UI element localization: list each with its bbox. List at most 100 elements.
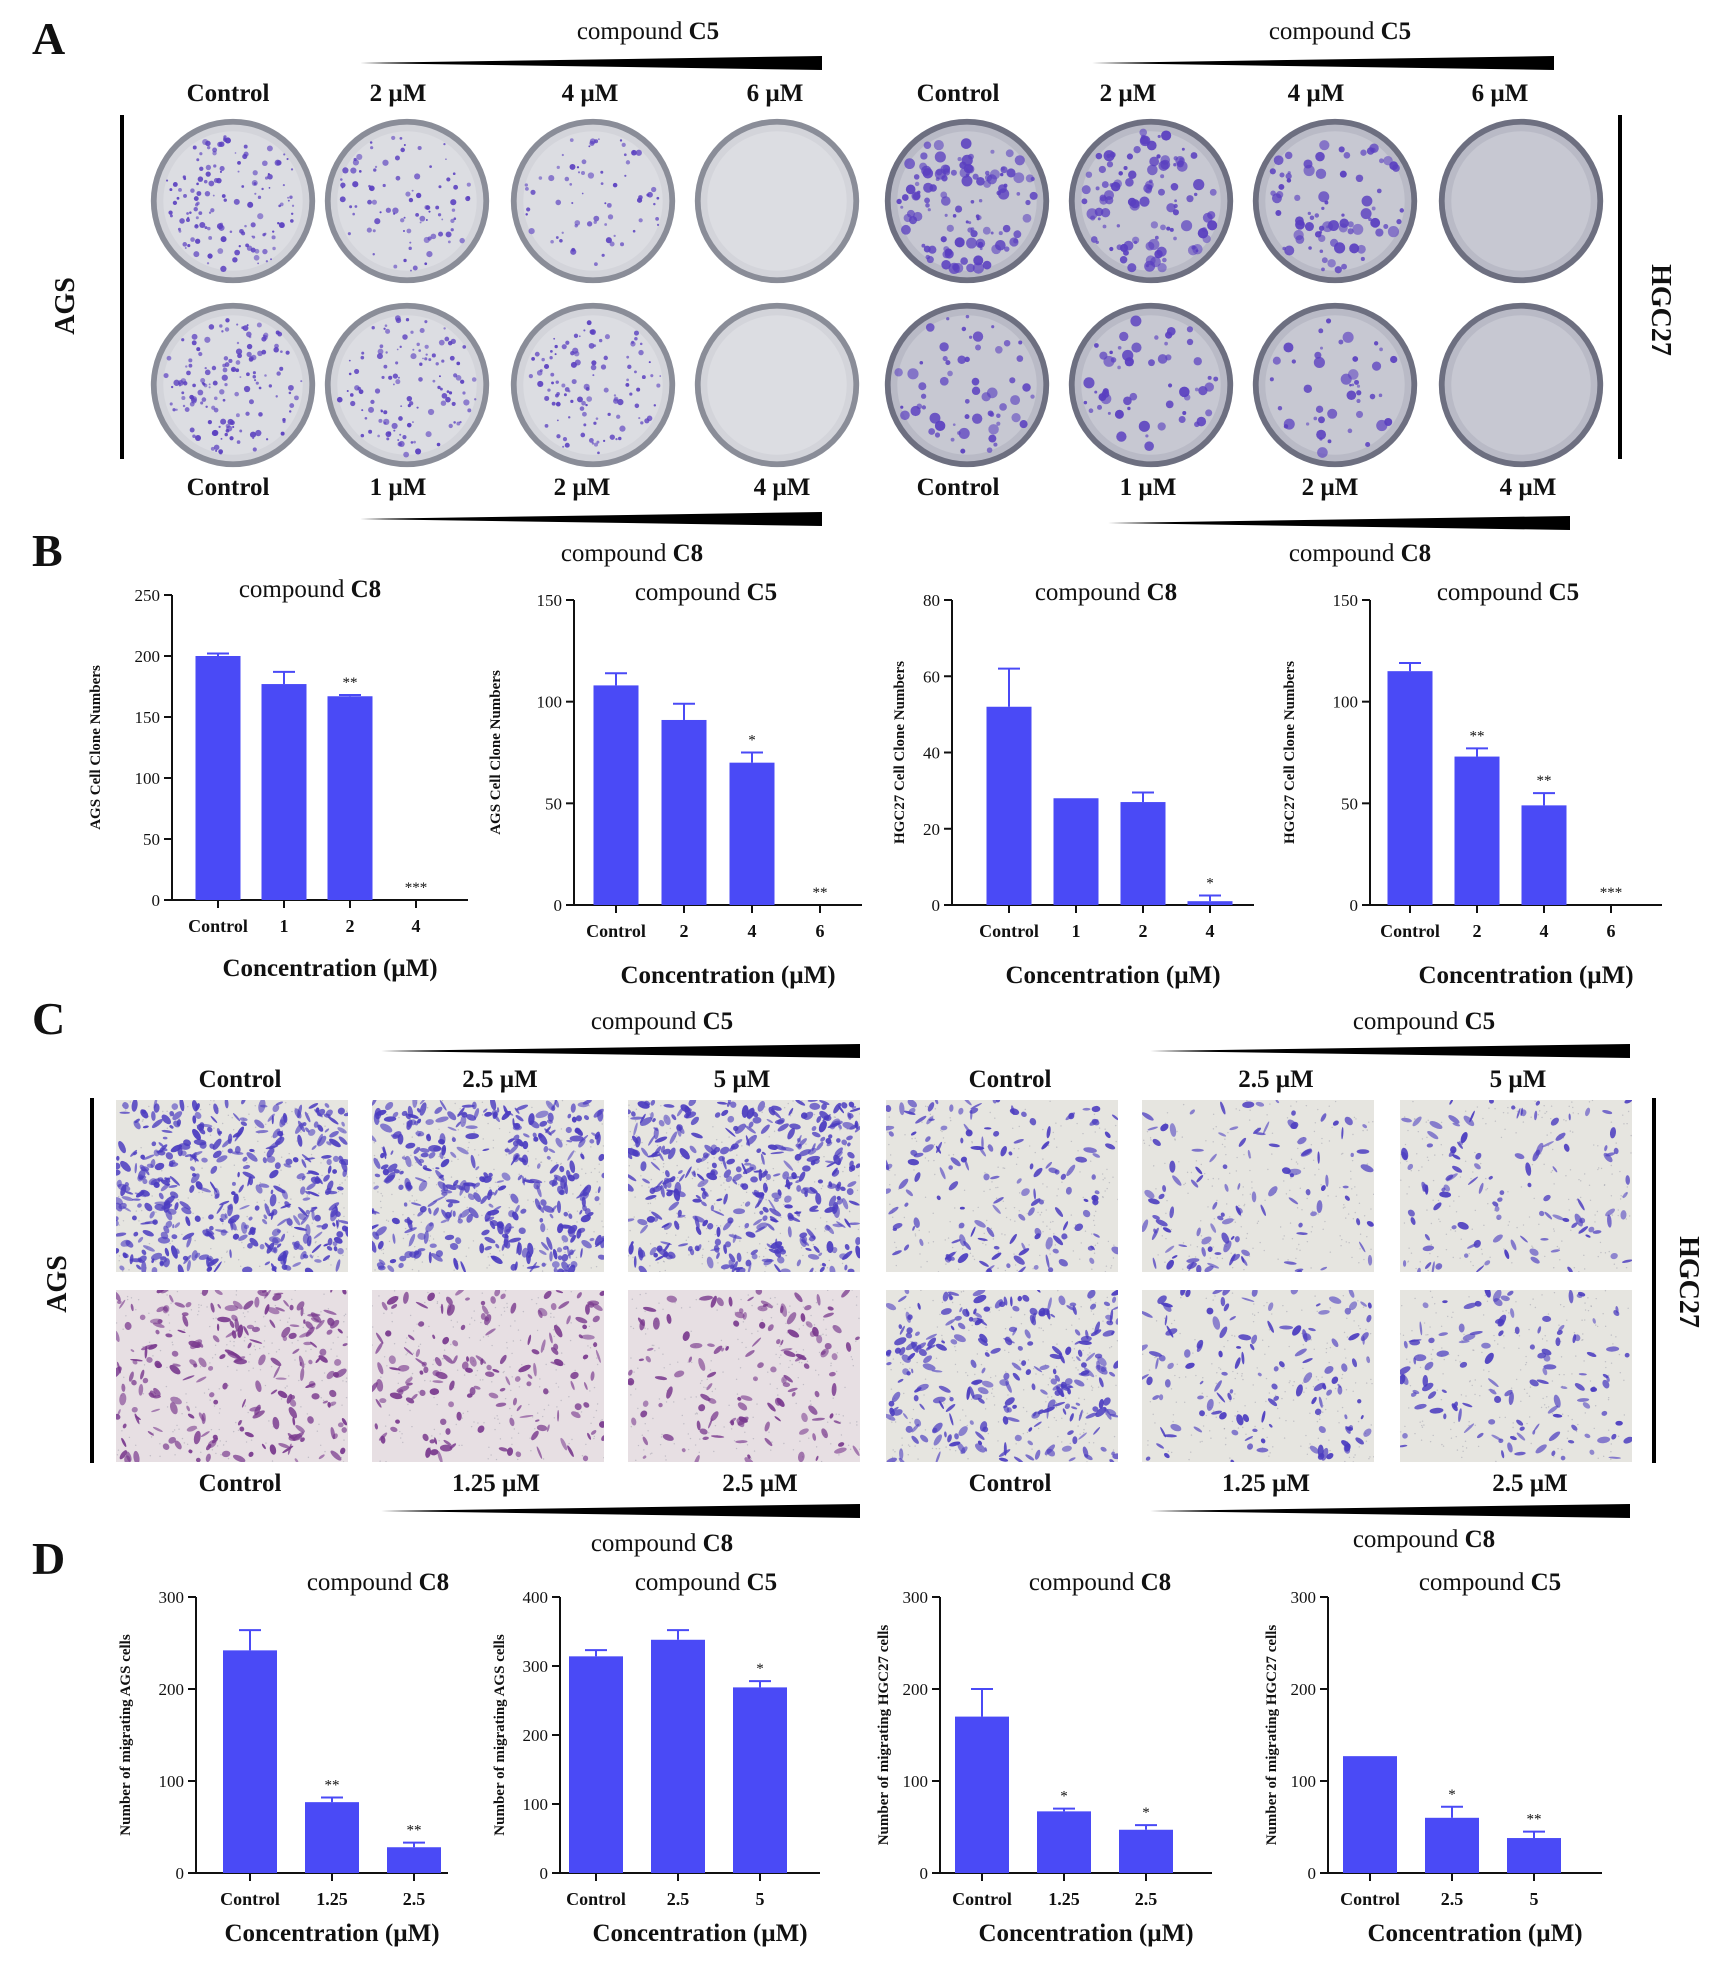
panel-a-top-label: 2 µM: [369, 80, 427, 107]
bar: [733, 1687, 787, 1873]
panel-a-left-compound-title: compound C5: [576, 18, 720, 45]
panel-a-top-label: 2 µM: [1099, 80, 1157, 107]
x-tick-label: 2.5: [403, 1889, 426, 1909]
panel-c-bottom-label: 2.5 µM: [722, 1470, 798, 1497]
x-tick-label: 1.25: [316, 1889, 348, 1909]
chart-title: compound C8: [307, 1569, 449, 1596]
panel-a-left-cell-line: AGS: [50, 277, 81, 335]
bar: [955, 1716, 1009, 1873]
bar: [593, 685, 639, 905]
panel-c-bottom-label: Control: [968, 1470, 1052, 1497]
x-tick-label: 1: [1072, 921, 1081, 941]
y-tick-label: 0: [152, 891, 161, 910]
panel-a-right-compound-title: compound C5: [1268, 18, 1412, 45]
panel-c-bottom-label: 1.25 µM: [451, 1470, 541, 1497]
panel-a-left-bracket: [120, 115, 124, 459]
y-axis-label: Number of migrating HGC27 cells: [876, 1625, 892, 1846]
x-tick-label: 6: [816, 921, 825, 941]
x-axis-title: Concentration (µM): [592, 1920, 807, 1947]
colony-dish-image: [1438, 118, 1604, 284]
y-axis-label: AGS Cell Clone Numbers: [88, 665, 104, 830]
x-tick-label: Control: [952, 1889, 1012, 1909]
panel-c-bottom-label: 1.25 µM: [1221, 1470, 1311, 1497]
x-axis-title: Concentration (µM): [224, 1920, 439, 1947]
y-tick-label: 50: [143, 830, 160, 849]
migration-image: [886, 1100, 1118, 1272]
panel-a-top-label: Control: [186, 80, 270, 107]
y-tick-label: 300: [159, 1588, 185, 1607]
x-axis-title: Concentration (µM): [1367, 1920, 1582, 1947]
panel-c-left-top-compound: compound C5: [590, 1008, 734, 1035]
panel-b-right-header: compound C8: [1288, 540, 1432, 567]
y-axis-label: AGS Cell Clone Numbers: [488, 670, 504, 835]
panel-c-bottom-label: 2.5 µM: [1492, 1470, 1568, 1497]
panel-c-top-label: 2.5 µM: [462, 1066, 538, 1093]
panel-a-right-bottom-wedge: [1108, 516, 1570, 530]
bar: [1053, 798, 1099, 905]
bar: [387, 1847, 441, 1873]
chart-title: compound C5: [635, 579, 777, 606]
x-tick-label: 2: [1473, 921, 1482, 941]
y-axis-label: Number of migrating HGC27 cells: [1264, 1625, 1280, 1846]
x-tick-label: 2.5: [1441, 1889, 1464, 1909]
x-tick-label: 2: [680, 921, 689, 941]
panel-a-top-label: 4 µM: [561, 80, 619, 107]
panel-c-left-bracket: [90, 1098, 94, 1463]
bar: [327, 696, 373, 900]
x-tick-label: 4: [1206, 921, 1215, 941]
panel-c-right-bottom-compound: compound C8: [1352, 1526, 1496, 1553]
y-tick-label: 100: [1291, 1772, 1317, 1791]
panel-c-bottom-label: Control: [198, 1470, 282, 1497]
panel-a-bottom-label: 1 µM: [1119, 474, 1177, 501]
y-tick-label: 200: [135, 647, 161, 666]
x-tick-label: 1: [280, 916, 289, 936]
significance-marker: **: [407, 1823, 422, 1839]
panel-a-top-label: 6 µM: [1471, 80, 1529, 107]
panel-c-right-bottom-wedge: [1150, 1504, 1630, 1518]
colony-dish-image: [694, 118, 860, 284]
bar: [1425, 1817, 1479, 1873]
significance-marker: **: [1470, 728, 1485, 744]
panel-c-right-bracket: [1652, 1098, 1656, 1463]
bar: [223, 1650, 277, 1873]
y-axis-label: Number of migrating AGS cells: [492, 1634, 508, 1836]
significance-marker: **: [813, 885, 828, 901]
colony-dish-image: [324, 302, 490, 468]
bar: [1521, 805, 1567, 905]
migration-image: [372, 1100, 604, 1272]
migration-image: [1400, 1100, 1632, 1272]
colony-dish-image: [884, 302, 1050, 468]
y-tick-label: 200: [159, 1680, 185, 1699]
bar: [569, 1656, 623, 1873]
x-tick-label: 4: [412, 916, 421, 936]
y-tick-label: 0: [932, 896, 941, 915]
x-axis-title: Concentration (µM): [978, 1920, 1193, 1947]
panel-label-d: D: [32, 1533, 66, 1584]
panel-c-left-cell-line: AGS: [42, 1255, 73, 1313]
y-tick-label: 100: [159, 1772, 185, 1791]
x-tick-label: 4: [748, 921, 757, 941]
significance-marker: **: [1527, 1812, 1542, 1828]
bar: [195, 656, 241, 900]
y-tick-label: 200: [1291, 1680, 1317, 1699]
significance-marker: **: [343, 675, 358, 691]
panel-a-bottom-label: Control: [916, 474, 1000, 501]
panel-c-left-top-wedge: [380, 1044, 860, 1058]
x-tick-label: Control: [1340, 1889, 1400, 1909]
significance-marker: ***: [405, 880, 428, 896]
chart-title: compound C8: [1029, 1569, 1171, 1596]
panel-a-bottom-label: 1 µM: [369, 474, 427, 501]
y-tick-label: 400: [523, 1588, 549, 1607]
x-axis-title: Concentration (µM): [620, 962, 835, 989]
migration-image: [628, 1290, 860, 1462]
x-tick-label: Control: [188, 916, 248, 936]
bar: [261, 684, 307, 900]
y-tick-label: 100: [903, 1772, 929, 1791]
panel-a-right-bracket: [1618, 115, 1622, 459]
significance-marker: **: [1537, 773, 1552, 789]
migration-image: [1400, 1290, 1632, 1462]
x-axis-title: Concentration (µM): [1005, 962, 1220, 989]
panel-c-top-label: Control: [198, 1066, 282, 1093]
chart-title: compound C8: [239, 576, 381, 603]
panel-a-right-top-wedge: [1092, 56, 1554, 70]
